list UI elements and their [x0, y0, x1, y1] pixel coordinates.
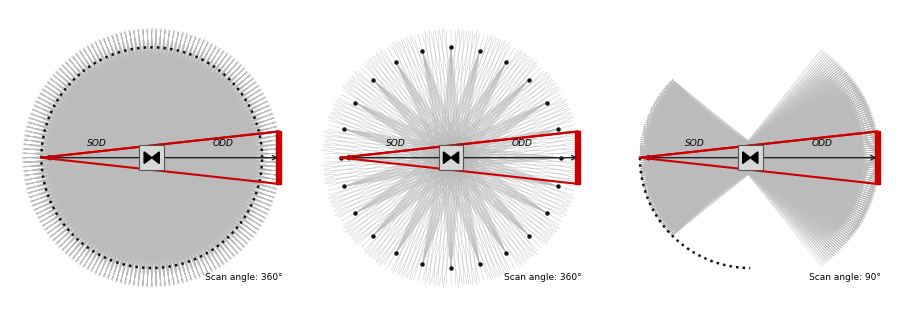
Polygon shape	[742, 152, 750, 163]
Bar	[575, 132, 580, 184]
Polygon shape	[144, 152, 152, 163]
Bar	[139, 145, 164, 170]
Text: SOD: SOD	[87, 139, 106, 148]
Text: ODD: ODD	[512, 139, 533, 148]
Polygon shape	[444, 152, 451, 163]
Bar	[276, 132, 281, 184]
Polygon shape	[451, 152, 458, 163]
Text: Scan angle: 360°: Scan angle: 360°	[205, 273, 282, 282]
Bar	[438, 145, 464, 170]
Text: SOD: SOD	[686, 139, 705, 148]
Text: Scan angle: 90°: Scan angle: 90°	[809, 273, 881, 282]
Bar	[875, 132, 879, 184]
Polygon shape	[750, 152, 758, 163]
Text: ODD: ODD	[812, 139, 833, 148]
Text: Scan angle: 360°: Scan angle: 360°	[504, 273, 582, 282]
Polygon shape	[152, 152, 160, 163]
Text: ODD: ODD	[213, 139, 234, 148]
Text: SOD: SOD	[386, 139, 406, 148]
Bar	[738, 145, 763, 170]
